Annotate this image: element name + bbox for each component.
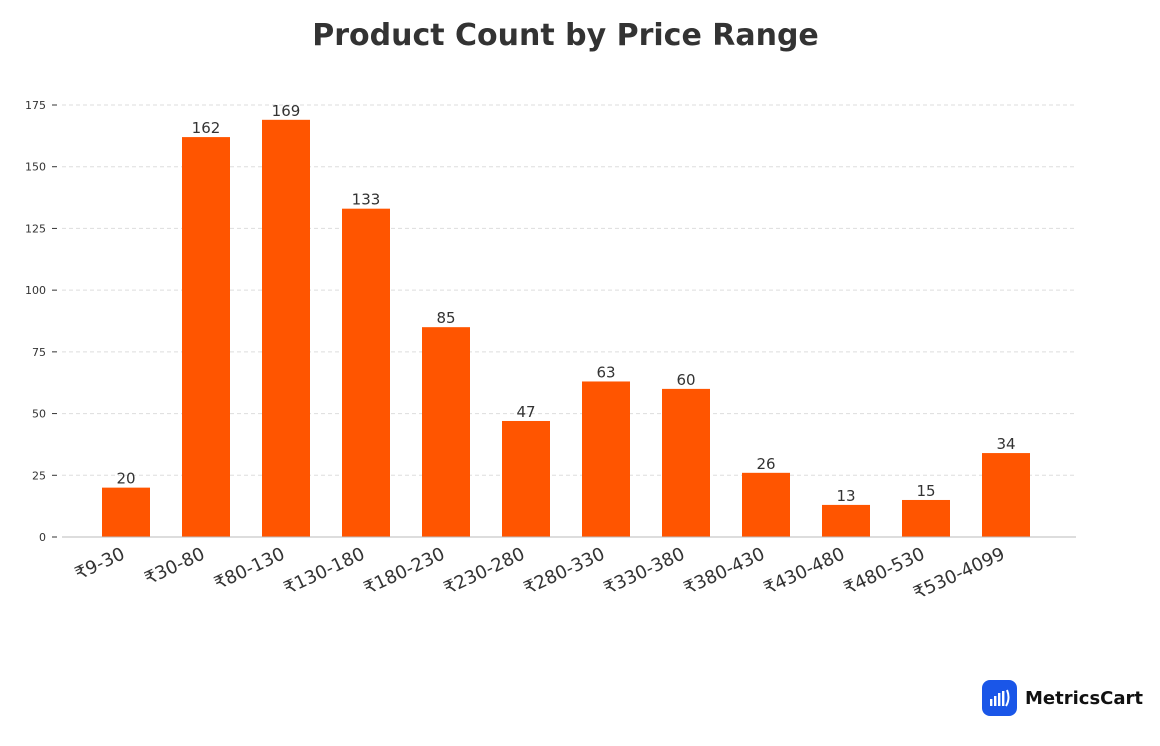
x-tick-label: ₹230-280 bbox=[441, 543, 528, 599]
x-tick-label: ₹330-380 bbox=[601, 543, 688, 599]
x-tick-label: ₹30-80 bbox=[141, 543, 208, 589]
y-tick-label: 75 bbox=[32, 346, 46, 359]
x-tick-label: ₹530-4099 bbox=[910, 543, 1008, 604]
y-tick-label: 100 bbox=[25, 284, 46, 297]
data-label: 63 bbox=[596, 363, 615, 381]
brand-logo: MetricsCart bbox=[982, 680, 1143, 716]
bar bbox=[502, 420, 550, 537]
chart-title: Product Count by Price Range bbox=[312, 18, 819, 53]
bar bbox=[262, 119, 310, 537]
y-tick-label: 150 bbox=[25, 161, 46, 174]
bar bbox=[342, 208, 390, 537]
data-label: 133 bbox=[352, 191, 381, 209]
bar bbox=[422, 327, 470, 537]
brand-name: MetricsCart bbox=[1025, 687, 1143, 709]
bar bbox=[822, 504, 870, 537]
x-tick-label: ₹380-430 bbox=[681, 543, 768, 599]
data-label: 162 bbox=[192, 119, 221, 137]
y-tick-label: 125 bbox=[25, 222, 46, 235]
y-tick-label: 50 bbox=[32, 408, 46, 421]
bar-chart-icon bbox=[982, 680, 1017, 716]
bars bbox=[102, 119, 1030, 537]
y-tick-label: 25 bbox=[32, 469, 46, 482]
data-label: 47 bbox=[516, 403, 535, 421]
bar bbox=[182, 137, 230, 537]
data-label: 85 bbox=[436, 309, 455, 327]
x-tick-label: ₹430-480 bbox=[761, 543, 848, 599]
grid-lines bbox=[62, 104, 1076, 476]
bar bbox=[982, 453, 1030, 537]
bar bbox=[582, 381, 630, 537]
data-label: 34 bbox=[996, 435, 1015, 453]
x-tick-label: ₹9-30 bbox=[72, 543, 128, 584]
y-tick-label: 0 bbox=[39, 531, 46, 544]
data-labels: 20 162 169 133 85 47 63 60 26 13 15 34 bbox=[116, 102, 1015, 505]
y-tick-label: 175 bbox=[25, 99, 46, 112]
x-tick-label: ₹280-330 bbox=[521, 543, 608, 599]
x-tick-label: ₹130-180 bbox=[281, 543, 368, 599]
x-axis-ticks: ₹9-30 ₹30-80 ₹80-130₹130-180₹180-230₹230-2… bbox=[72, 543, 1008, 604]
bar bbox=[102, 487, 150, 537]
bar bbox=[902, 499, 950, 537]
data-label: 169 bbox=[272, 102, 301, 120]
bar bbox=[742, 472, 790, 537]
data-label: 13 bbox=[836, 487, 855, 505]
data-label: 20 bbox=[116, 470, 135, 488]
x-tick-label: ₹180-230 bbox=[361, 543, 448, 599]
x-tick-label: ₹80-130 bbox=[211, 543, 288, 594]
bar bbox=[662, 388, 710, 537]
data-label: 15 bbox=[916, 482, 935, 500]
y-axis-ticks: 0 25 50 75 100 125 150 175 bbox=[25, 99, 57, 544]
data-label: 60 bbox=[676, 371, 695, 389]
data-label: 26 bbox=[756, 455, 775, 473]
